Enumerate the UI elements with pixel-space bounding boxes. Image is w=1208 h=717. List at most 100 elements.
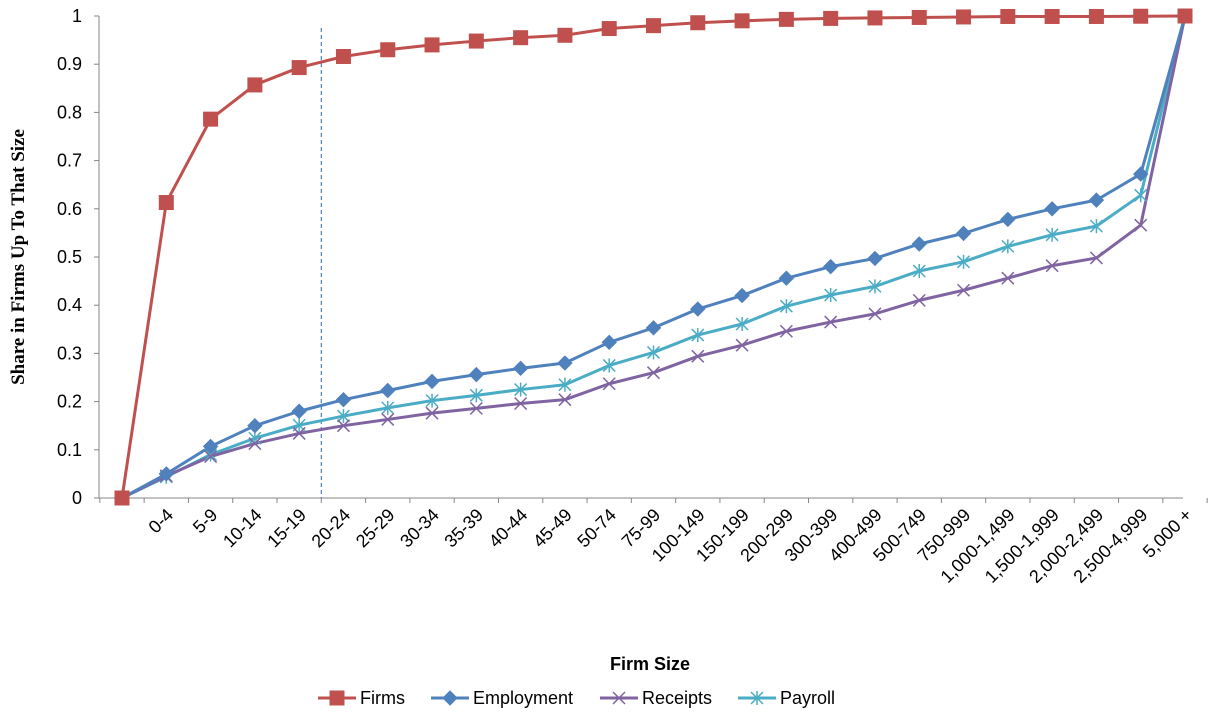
marker-stroke — [204, 450, 218, 464]
data-point — [601, 21, 617, 37]
data-point — [1133, 166, 1149, 182]
data-point — [1001, 239, 1015, 254]
marker-stroke — [469, 401, 483, 415]
data-point — [424, 373, 440, 390]
data-point — [513, 30, 529, 46]
series-firms — [120, 14, 1186, 499]
marker-stroke — [612, 691, 626, 705]
marker-stroke — [292, 426, 306, 440]
x-tick-label: 30-34 — [396, 505, 443, 552]
x-tick-label: 20-24 — [308, 505, 355, 552]
legend-label: Firms — [360, 688, 405, 708]
y-tick-label: 0 — [72, 488, 82, 508]
y-tick-label: 0.3 — [57, 343, 82, 363]
data-point — [1088, 192, 1105, 208]
y-tick-label: 0.7 — [57, 151, 82, 171]
data-point — [956, 9, 972, 25]
data-point — [442, 690, 458, 706]
data-point — [291, 403, 307, 419]
data-point — [646, 345, 661, 360]
data-point — [824, 315, 838, 329]
marker-stroke — [779, 324, 793, 338]
y-tick-label: 0.2 — [57, 392, 82, 412]
data-point — [778, 11, 794, 27]
data-point — [1133, 8, 1149, 24]
data-point — [335, 48, 351, 64]
data-point — [779, 324, 793, 338]
legend-item-receipts: Receipts — [600, 688, 712, 708]
series-firms-markers — [114, 8, 1193, 506]
marker-stroke — [1045, 259, 1059, 273]
marker-stroke — [735, 338, 749, 352]
series-line — [121, 15, 1187, 500]
x-tick-label: 40-44 — [485, 505, 532, 552]
y-tick-label: 0.8 — [57, 102, 82, 122]
marker-stroke — [824, 315, 838, 329]
data-point — [868, 307, 882, 321]
x-tick-label: 25-29 — [352, 505, 399, 552]
data-point — [1089, 251, 1103, 265]
data-point — [469, 401, 483, 415]
data-point — [158, 195, 174, 211]
axes — [98, 16, 1183, 499]
data-point — [602, 358, 616, 373]
data-point — [957, 283, 971, 297]
data-point — [957, 254, 971, 269]
data-point — [1000, 8, 1016, 24]
data-point — [778, 270, 795, 286]
data-point — [691, 328, 705, 343]
y-tick-label: 0.5 — [57, 247, 82, 267]
data-point — [1001, 271, 1015, 285]
data-point — [468, 33, 484, 49]
y-axis-title: Share in Firms Up To That Size — [8, 129, 29, 385]
legend-item-payroll: Payroll — [738, 688, 835, 708]
series-employment-markers — [114, 8, 1193, 506]
data-point — [1089, 219, 1103, 234]
data-point — [512, 360, 529, 377]
data-point — [1044, 201, 1060, 217]
data-point — [469, 388, 483, 403]
data-point — [381, 412, 395, 426]
series-lines — [114, 8, 1193, 506]
data-point — [425, 393, 439, 408]
data-point — [823, 10, 839, 26]
data-point — [735, 338, 749, 352]
y-axis-title-text: Share in Firms Up To That Size — [8, 129, 29, 385]
data-point — [158, 466, 174, 482]
data-point — [734, 287, 750, 304]
marker-stroke — [868, 307, 882, 321]
data-point — [381, 400, 395, 415]
data-point — [424, 37, 440, 53]
data-point — [336, 419, 350, 433]
data-point — [557, 355, 573, 371]
data-point — [1134, 218, 1148, 232]
x-tick-label: 35-39 — [440, 505, 487, 552]
legend-label: Receipts — [642, 688, 712, 708]
y-tick-label: 0.9 — [57, 54, 82, 74]
data-point — [514, 396, 528, 411]
x-axis-title: Firm Size — [610, 654, 690, 674]
data-point — [645, 320, 662, 336]
marker-stroke — [602, 377, 616, 391]
data-point — [558, 393, 572, 407]
series-receipts — [121, 15, 1187, 500]
data-point — [1177, 8, 1193, 24]
data-point — [557, 27, 573, 43]
data-point — [646, 366, 661, 380]
x-tick-label: 5-9 — [189, 505, 222, 538]
data-point — [691, 349, 705, 363]
data-point — [1044, 8, 1060, 24]
data-point — [247, 77, 263, 93]
series-payroll — [121, 15, 1187, 500]
y-axis-ticks: 0 0.1 0.2 0.3 0.4 0.5 0.6 0.7 0.8 0.9 1 — [57, 6, 99, 508]
legend: Firms Employment Receipts Payroll — [318, 688, 835, 708]
marker-stroke — [1089, 251, 1103, 265]
marker-stroke — [514, 396, 528, 411]
marker-stroke — [1001, 271, 1015, 285]
x-axis-ticks: 0-4 5-910-1415-1920-2425-2930-3435-3940-4… — [99, 498, 1208, 587]
marker-stroke — [425, 406, 439, 420]
data-point — [868, 279, 882, 294]
marker-stroke — [1134, 218, 1148, 232]
data-point — [204, 450, 218, 464]
